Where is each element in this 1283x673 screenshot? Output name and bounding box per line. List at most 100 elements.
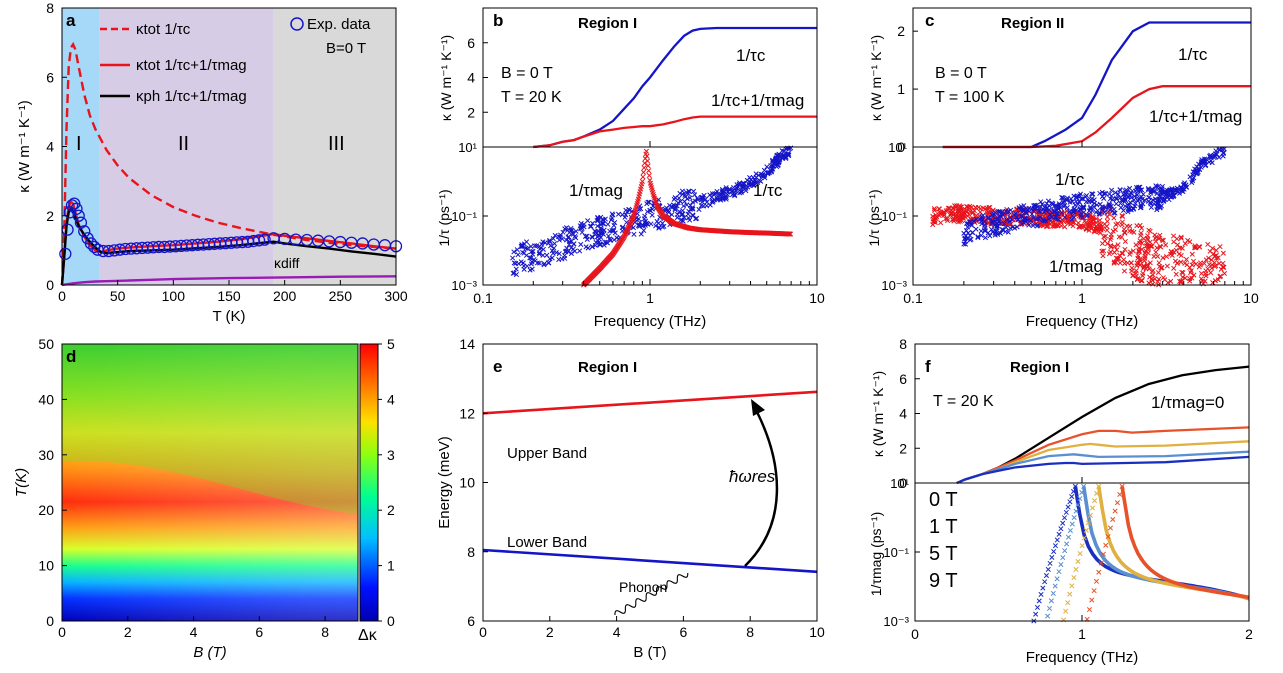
scatter-tau-mag (1090, 217, 1096, 224)
resonance-arrowhead (751, 399, 765, 416)
scatter-tau-mag (1190, 258, 1197, 264)
scatter-tau-mag (1115, 242, 1121, 248)
scatter-tau-c (696, 206, 702, 213)
scatter-tau-c (739, 189, 745, 195)
scatter-tau-mag (944, 216, 950, 222)
phonon-wavy-arrow (614, 572, 689, 616)
panel-e: 0 2 4 6 8 10 6 8 10 12 14 B (T) Energy (meV) e Regio… (436, 336, 825, 661)
scatter-tau-c (1172, 186, 1178, 192)
scatter-tau-c (1032, 202, 1038, 208)
scatter-tau-c (528, 248, 534, 255)
scatter-tau-mag (1213, 263, 1219, 269)
top-series-0 (942, 21, 1251, 149)
scatter-tau-c (584, 236, 590, 242)
scatter-tau-mag (640, 174, 646, 180)
scatter-tau-c (560, 229, 566, 235)
y-tick-label: 0 (897, 139, 905, 155)
scatter-tau-c (785, 151, 791, 157)
scatter-tau-c (1007, 225, 1013, 231)
mag-scatter-5 T (1073, 566, 1079, 573)
scatter-tau-c (644, 201, 650, 207)
scatter-tau-mag (1178, 278, 1184, 284)
scatter-tau-c (1107, 196, 1113, 202)
scatter-tau-c (653, 223, 659, 229)
scatter-tau-c (1014, 224, 1020, 230)
scatter-tau-mag (963, 208, 970, 214)
scatter-tau-mag (1133, 268, 1139, 274)
scatter-tau-c (1176, 190, 1183, 196)
x-tick-label: 0 (58, 624, 66, 640)
mag-scatter-0 T (1047, 560, 1053, 566)
scatter-tau-mag (1189, 251, 1195, 257)
scatter-tau-mag (1187, 239, 1193, 245)
mag-scatter-1 T (1048, 598, 1054, 604)
mag-scatter-0 T (1036, 598, 1042, 604)
scatter-tau-c (982, 235, 988, 241)
scatter-tau-c (589, 234, 595, 240)
scatter-tau-c (551, 241, 558, 247)
scatter-tau-c (686, 208, 692, 214)
scatter-tau-c (577, 248, 583, 254)
scatter-tau-c (964, 236, 970, 242)
scatter-tau-mag (1076, 223, 1082, 230)
scatter-tau-c (1161, 189, 1167, 195)
scatter-tau-c (1003, 224, 1009, 230)
panel-d-axes: 0 2 4 6 8 0 10 20 30 40 50 B (T) T(K) (13, 336, 329, 661)
scatter-tau-c (513, 266, 519, 272)
mag-scatter-1 T (1064, 541, 1070, 547)
mag-scatter-0 T (1043, 572, 1050, 579)
y-axis-label-top: κ (W m⁻¹ K⁻¹) (870, 371, 886, 457)
scatter-tau-c (987, 233, 993, 239)
scatter-tau-c (670, 202, 677, 208)
y-tick-label: 4 (899, 406, 907, 422)
colorbar-tick-label: 2 (387, 502, 395, 518)
scatter-tau-c (1062, 202, 1068, 208)
y-tick-label: 2 (46, 208, 54, 224)
scatter-tau-mag (1209, 265, 1215, 271)
scatter-tau-c (600, 216, 606, 222)
scatter-tau-c (690, 199, 696, 205)
scatter-tau-c (510, 270, 516, 276)
scatter-tau-mag (1160, 275, 1166, 281)
scatter-tau-mag (1160, 237, 1166, 243)
scatter-tau-mag (949, 216, 956, 222)
panel-f-top-plot (956, 365, 1250, 485)
b-field-label: B=0 T (326, 40, 366, 57)
scatter-tau-c (1154, 190, 1160, 197)
scatter-tau-c (1073, 198, 1079, 205)
scatter-tau-c (1060, 195, 1066, 201)
scatter-tau-c (519, 243, 525, 249)
scatter-tau-c (1049, 214, 1055, 220)
scatter-tau-c (1122, 197, 1129, 203)
scatter-tau-c (548, 243, 554, 249)
mag-scatter-5 T (1075, 558, 1081, 565)
heatmap-tail-wedge (62, 344, 358, 621)
scatter-tau-c (1054, 216, 1060, 223)
x-tick-label: 6 (255, 624, 263, 640)
scatter-tau-c (969, 222, 975, 229)
scatter-tau-c (1134, 192, 1140, 198)
scatter-tau-c (1220, 153, 1226, 159)
scatter-tau-mag (958, 210, 965, 216)
mag-scatter-9 T (1117, 491, 1123, 498)
panel-c-label: c (925, 11, 934, 30)
scatter-tau-c (1097, 190, 1103, 196)
y-tick-label: 10⁻¹ (881, 209, 907, 224)
scatter-tau-c (1056, 216, 1062, 222)
scatter-tau-c (669, 212, 675, 218)
scatter-tau-c (1159, 183, 1165, 189)
x-tick-label: 0 (911, 626, 919, 642)
y-tick-label: 10 (459, 475, 475, 491)
y-tick-label: 8 (467, 544, 475, 560)
scatter-tau-mag (1120, 250, 1126, 256)
region-II-mark: II (178, 133, 189, 155)
scatter-tau-c (1005, 229, 1011, 235)
scatter-tau-c (709, 194, 715, 200)
scatter-tau-c (684, 202, 690, 208)
y-tick-label: 4 (46, 139, 54, 155)
y-tick-label: 2 (467, 104, 475, 120)
scatter-tau-c (699, 194, 705, 200)
scatter-tau-c (978, 228, 984, 234)
scatter-tau-c (523, 252, 530, 258)
scatter-tau-c (1003, 217, 1010, 223)
